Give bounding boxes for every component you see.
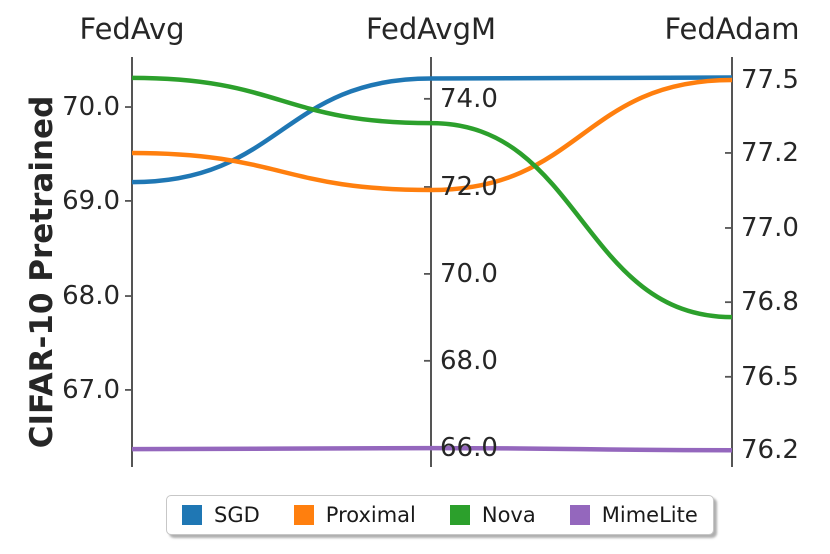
series-line-mimelite xyxy=(131,445,733,453)
tick-label-fedavg-68.0: 68.0 xyxy=(62,281,120,312)
tick-label-fedadam-77.0: 77.0 xyxy=(741,212,799,243)
legend-item-sgd: SGD xyxy=(182,503,260,527)
legend-swatch-nova xyxy=(449,505,470,525)
tick-label-fedavgm-70.0: 70.0 xyxy=(440,258,498,289)
tick-label-fedavgm-72.0: 72.0 xyxy=(440,171,498,202)
legend-swatch-mimelite xyxy=(569,505,590,525)
series-line-proximal xyxy=(131,77,733,193)
y-axis-label: CIFAR-10 Pretrained xyxy=(24,95,60,449)
legend-label-sgd: SGD xyxy=(214,503,260,527)
series-line-nova xyxy=(131,75,733,320)
tick-label-fedadam-76.2: 76.2 xyxy=(741,435,799,466)
axis-title-fedavg: FedAvg xyxy=(79,12,185,46)
axis-title-fedadam: FedAdam xyxy=(664,12,800,46)
legend-swatch-sgd xyxy=(182,505,202,525)
tick-label-fedadam-77.2: 77.2 xyxy=(741,137,799,168)
tick-label-fedavg-70.0: 70.0 xyxy=(62,92,120,123)
legend-label-proximal: Proximal xyxy=(325,503,416,527)
legend: SGD Proximal Nova MimeLite xyxy=(166,495,714,535)
tick-label-fedadam-76.8: 76.8 xyxy=(741,287,799,318)
axis-title-fedavgm: FedAvgM xyxy=(365,12,497,46)
tick-label-fedadam-77.5: 77.5 xyxy=(741,64,799,95)
legend-item-proximal: Proximal xyxy=(293,503,416,527)
tick-label-fedavg-67.0: 67.0 xyxy=(62,374,120,405)
legend-label-mimelite: MimeLite xyxy=(601,503,698,527)
tick-label-fedavgm-68.0: 68.0 xyxy=(440,345,498,376)
legend-label-nova: Nova xyxy=(481,503,536,527)
tick-label-fedavg-69.0: 69.0 xyxy=(62,185,120,216)
tick-label-fedavgm-74.0: 74.0 xyxy=(440,83,498,114)
tick-label-fedadam-76.5: 76.5 xyxy=(741,361,799,392)
legend-item-mimelite: MimeLite xyxy=(569,503,698,527)
legend-swatch-proximal xyxy=(293,505,314,525)
legend-item-nova: Nova xyxy=(449,503,536,527)
tick-label-fedavgm-66.0: 66.0 xyxy=(440,433,498,464)
